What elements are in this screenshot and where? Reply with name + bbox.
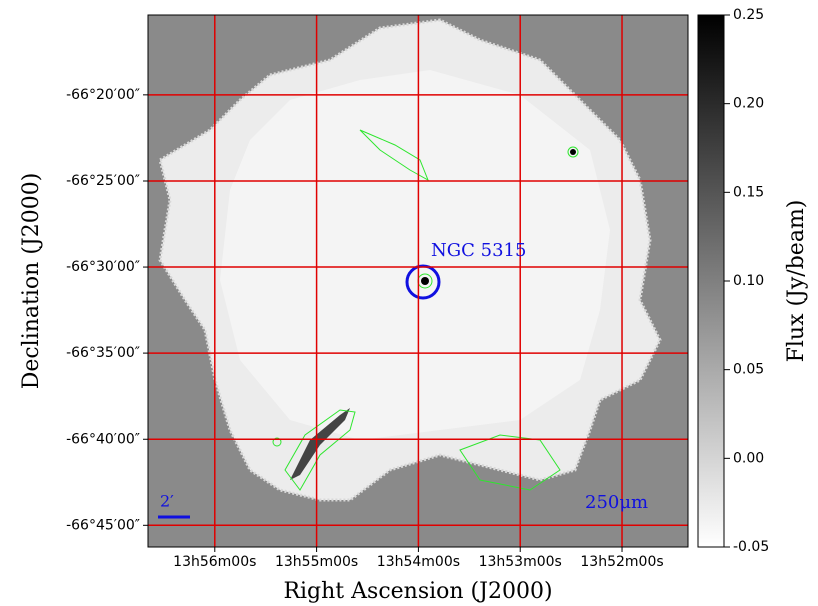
band-label: 250μm — [585, 492, 648, 513]
colorbar-tick-label: 0.20 — [733, 96, 764, 112]
colorbar-tick-label: 0.00 — [733, 450, 764, 466]
scale-label: 2′ — [160, 492, 174, 511]
colorbar-tick-label: 0.15 — [733, 184, 764, 200]
colorbar-tick-label: 0.05 — [733, 362, 764, 378]
colorbar-tick-label: 0.10 — [733, 273, 764, 289]
chart: NGC 5315 250μm 2′ Right Ascension (J2000… — [0, 0, 818, 606]
colorbar — [698, 15, 724, 547]
colorbar-label: Flux (Jy/beam) — [784, 200, 809, 363]
y-tick-label: -66°35′00″ — [66, 345, 140, 361]
y-tick-label: -66°45′00″ — [66, 517, 140, 533]
map-inner — [220, 70, 610, 440]
source — [570, 149, 576, 155]
source — [421, 277, 429, 285]
x-tick-label: 13h53m00s — [479, 554, 562, 570]
y-tick-label: -66°30′00″ — [66, 259, 140, 275]
x-axis-label: Right Ascension (J2000) — [283, 579, 552, 604]
x-tick-label: 13h54m00s — [377, 554, 460, 570]
y-axis-label: Declination (J2000) — [19, 173, 44, 390]
page: {"chart_data": { "type": "image", "x_lab… — [0, 0, 818, 606]
target-label: NGC 5315 — [431, 240, 526, 261]
colorbar-tick-label: -0.05 — [733, 539, 769, 555]
x-tick-label: 13h52m00s — [580, 554, 663, 570]
y-tick-label: -66°40′00″ — [66, 431, 140, 447]
x-tick-label: 13h55m00s — [275, 554, 358, 570]
y-tick-label: -66°20′00″ — [66, 87, 140, 103]
colorbar-tick-label: 0.25 — [733, 7, 764, 23]
x-tick-label: 13h56m00s — [173, 554, 256, 570]
y-tick-label: -66°25′00″ — [66, 173, 140, 189]
